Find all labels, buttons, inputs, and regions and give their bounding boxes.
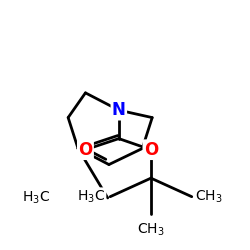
Text: O: O	[144, 141, 158, 159]
Text: CH$_3$: CH$_3$	[196, 188, 223, 205]
Text: H$_3$C: H$_3$C	[22, 190, 50, 206]
Text: N: N	[112, 101, 126, 119]
Text: CH$_3$: CH$_3$	[137, 222, 165, 238]
Text: O: O	[78, 141, 92, 159]
Text: H$_3$C: H$_3$C	[77, 188, 105, 205]
